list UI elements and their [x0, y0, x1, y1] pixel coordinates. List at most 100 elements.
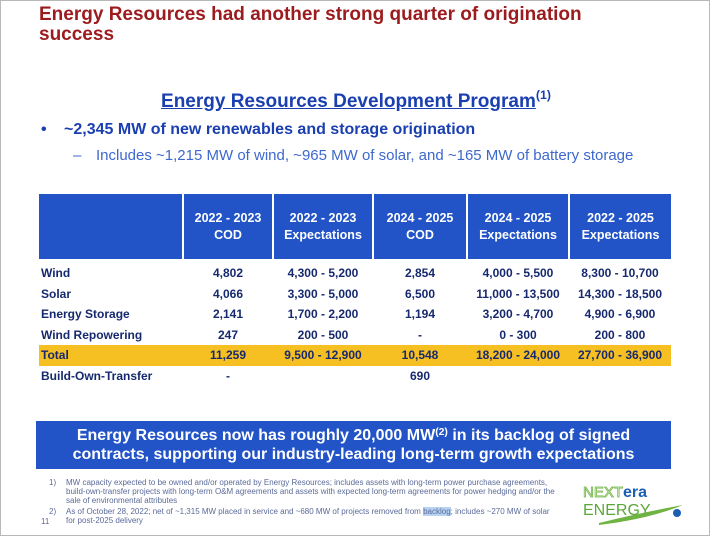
- text: ; includes ~270 MW of solar for post-202…: [66, 507, 550, 525]
- cell: 18,200 - 24,000: [467, 345, 569, 366]
- header-cell: 2022 - 2023 COD: [182, 194, 273, 259]
- bullet-text: ~2,345 MW of new renewables and storage …: [64, 121, 476, 138]
- dash: –: [73, 147, 82, 164]
- cell-text: -: [226, 368, 230, 383]
- footnote-marker: 1): [49, 478, 57, 487]
- cell: 6,500: [373, 284, 467, 305]
- cell-text: 2,141: [212, 307, 244, 322]
- cell-text: 4,066: [212, 286, 244, 301]
- row-label: Build-Own-Transfer: [41, 368, 153, 383]
- header-text: 2024 - 2025: [386, 210, 454, 225]
- cell-text: 247: [217, 327, 239, 342]
- cell: 1,194: [373, 304, 467, 325]
- cell: 3,200 - 4,700: [467, 304, 569, 325]
- cell: 27,700 - 36,900: [569, 345, 671, 366]
- cell: 200 - 500: [273, 325, 373, 346]
- section-title: Energy Resources Development Program(1): [1, 88, 709, 113]
- banner: Energy Resources now has roughly 20,000 …: [36, 421, 671, 469]
- cell: -: [373, 325, 467, 346]
- table-row: Build-Own-Transfer - 690: [39, 366, 671, 387]
- footnote-text: As of October 28, 2022; net of ~1,315 MW…: [66, 507, 559, 525]
- cell-text: -: [418, 327, 422, 342]
- header-cell: [39, 194, 183, 259]
- title-line: Energy Resources had another strong quar…: [39, 4, 582, 25]
- table-row: Total 11,259 9,500 - 12,900 10,548 18,200 - …: [39, 345, 671, 366]
- cell: 3,300 - 5,000: [273, 284, 373, 305]
- cell: [569, 366, 671, 387]
- logo: NEXT era ENERGY: [583, 484, 683, 525]
- header-text: 2022 - 2023: [194, 210, 262, 225]
- cell-text: 6,500: [404, 286, 436, 301]
- cell: 2,854: [373, 263, 467, 284]
- row-label: Wind Repowering: [41, 327, 143, 342]
- cell-text: 4,300 - 5,200: [287, 266, 359, 281]
- cell-text: 9,500 - 12,900: [284, 348, 362, 363]
- cell-text: 4,900 - 6,900: [584, 307, 656, 322]
- cell: 9,500 - 12,900: [273, 345, 373, 366]
- cell: 1,700 - 2,200: [273, 304, 373, 325]
- footnote: 1) MW capacity expected to be owned and/o…: [49, 478, 559, 505]
- logo-dot: [673, 509, 681, 517]
- cell-text: 690: [409, 368, 431, 383]
- cell: 10,548: [373, 345, 467, 366]
- cell: 0 - 300: [467, 325, 569, 346]
- cell: 4,802: [183, 263, 273, 284]
- logo-era: era: [623, 484, 647, 501]
- header-cell: 2024 - 2025 COD: [372, 194, 467, 259]
- header-text: 2024 - 2025: [484, 210, 552, 225]
- banner-text: Energy Resources now has roughly 20,000 …: [42, 426, 665, 464]
- table-row: Wind Repowering 247 200 - 500 - 0 - 300 200 -…: [39, 325, 671, 346]
- cell-text: 14,300 - 18,500: [577, 286, 663, 301]
- header-text: COD: [214, 227, 242, 242]
- table-row: Wind 4,802 4,300 - 5,200 2,854 4,000 - 5,500…: [39, 263, 671, 284]
- cell: 4,900 - 6,900: [569, 304, 671, 325]
- header-text: 2022 - 2023: [289, 210, 357, 225]
- row-label: Energy Storage: [41, 307, 130, 322]
- cell: 14,300 - 18,500: [569, 284, 671, 305]
- row-label: Total: [39, 345, 183, 366]
- sub-bullet-text: Includes ~1,215 MW of wind, ~965 MW of s…: [96, 147, 634, 164]
- header-text: Expectations: [284, 227, 362, 242]
- cell-text: 4,802: [212, 266, 244, 281]
- header-text: 2022 - 2025: [587, 210, 654, 225]
- header-text: Expectations: [581, 227, 660, 242]
- cell: [273, 366, 373, 387]
- title-line: success: [39, 24, 115, 45]
- logo-next: NEXT: [583, 484, 623, 501]
- banner-text-b: in its backlog of signed contracts, supp…: [72, 427, 635, 463]
- header-cell: 2022 - 2025 Expectations: [568, 194, 671, 259]
- sub-bullet: – Includes ~1,215 MW of wind, ~965 MW of …: [73, 147, 653, 164]
- row-label: Solar: [41, 286, 72, 301]
- cell-text: 200 - 800: [594, 327, 646, 342]
- cell: 247: [183, 325, 273, 346]
- footnote-text: MW capacity expected to be owned and/or …: [66, 478, 555, 505]
- cell-text: 11,000 - 13,500: [476, 286, 560, 301]
- header-row: 2022 - 2023 COD 2022 - 2023 Expectations 202…: [39, 194, 671, 259]
- cell-text: 4,000 - 5,500: [482, 266, 554, 281]
- header-cell: 2022 - 2023 Expectations: [272, 194, 373, 259]
- cell: [467, 366, 569, 387]
- cell: 2,141: [183, 304, 273, 325]
- cell-text: 1,194: [404, 307, 436, 322]
- table-row: Energy Storage 2,141 1,700 - 2,200 1,194 3,2…: [39, 304, 671, 325]
- cell-text: 11,259: [209, 348, 247, 363]
- cell: 4,066: [183, 284, 273, 305]
- cell: 200 - 800: [569, 325, 671, 346]
- cell: 11,259: [183, 345, 273, 366]
- slide-title: Energy Resources had another strong quar…: [39, 5, 679, 45]
- bullet-dot: •: [41, 121, 47, 138]
- cell-text: 2,854: [404, 266, 436, 281]
- footnote: 2) As of October 28, 2022; net of ~1,315 …: [49, 507, 559, 525]
- header-text: COD: [406, 227, 434, 242]
- page-number: 11: [41, 517, 50, 526]
- cell-text: 3,200 - 4,700: [482, 307, 554, 322]
- bullet: • ~2,345 MW of new renewables and storage…: [41, 121, 475, 139]
- cell: 4,300 - 5,200: [273, 263, 373, 284]
- cell: -: [183, 366, 273, 387]
- table: 2022 - 2023 COD 2022 - 2023 Expectations 202…: [39, 194, 671, 386]
- cell-text: 3,300 - 5,000: [287, 286, 359, 301]
- cell-text: 0 - 300: [499, 327, 537, 342]
- superscript: (2): [435, 427, 448, 438]
- text: As of October 28, 2022; net of ~1,315 MW…: [66, 507, 424, 516]
